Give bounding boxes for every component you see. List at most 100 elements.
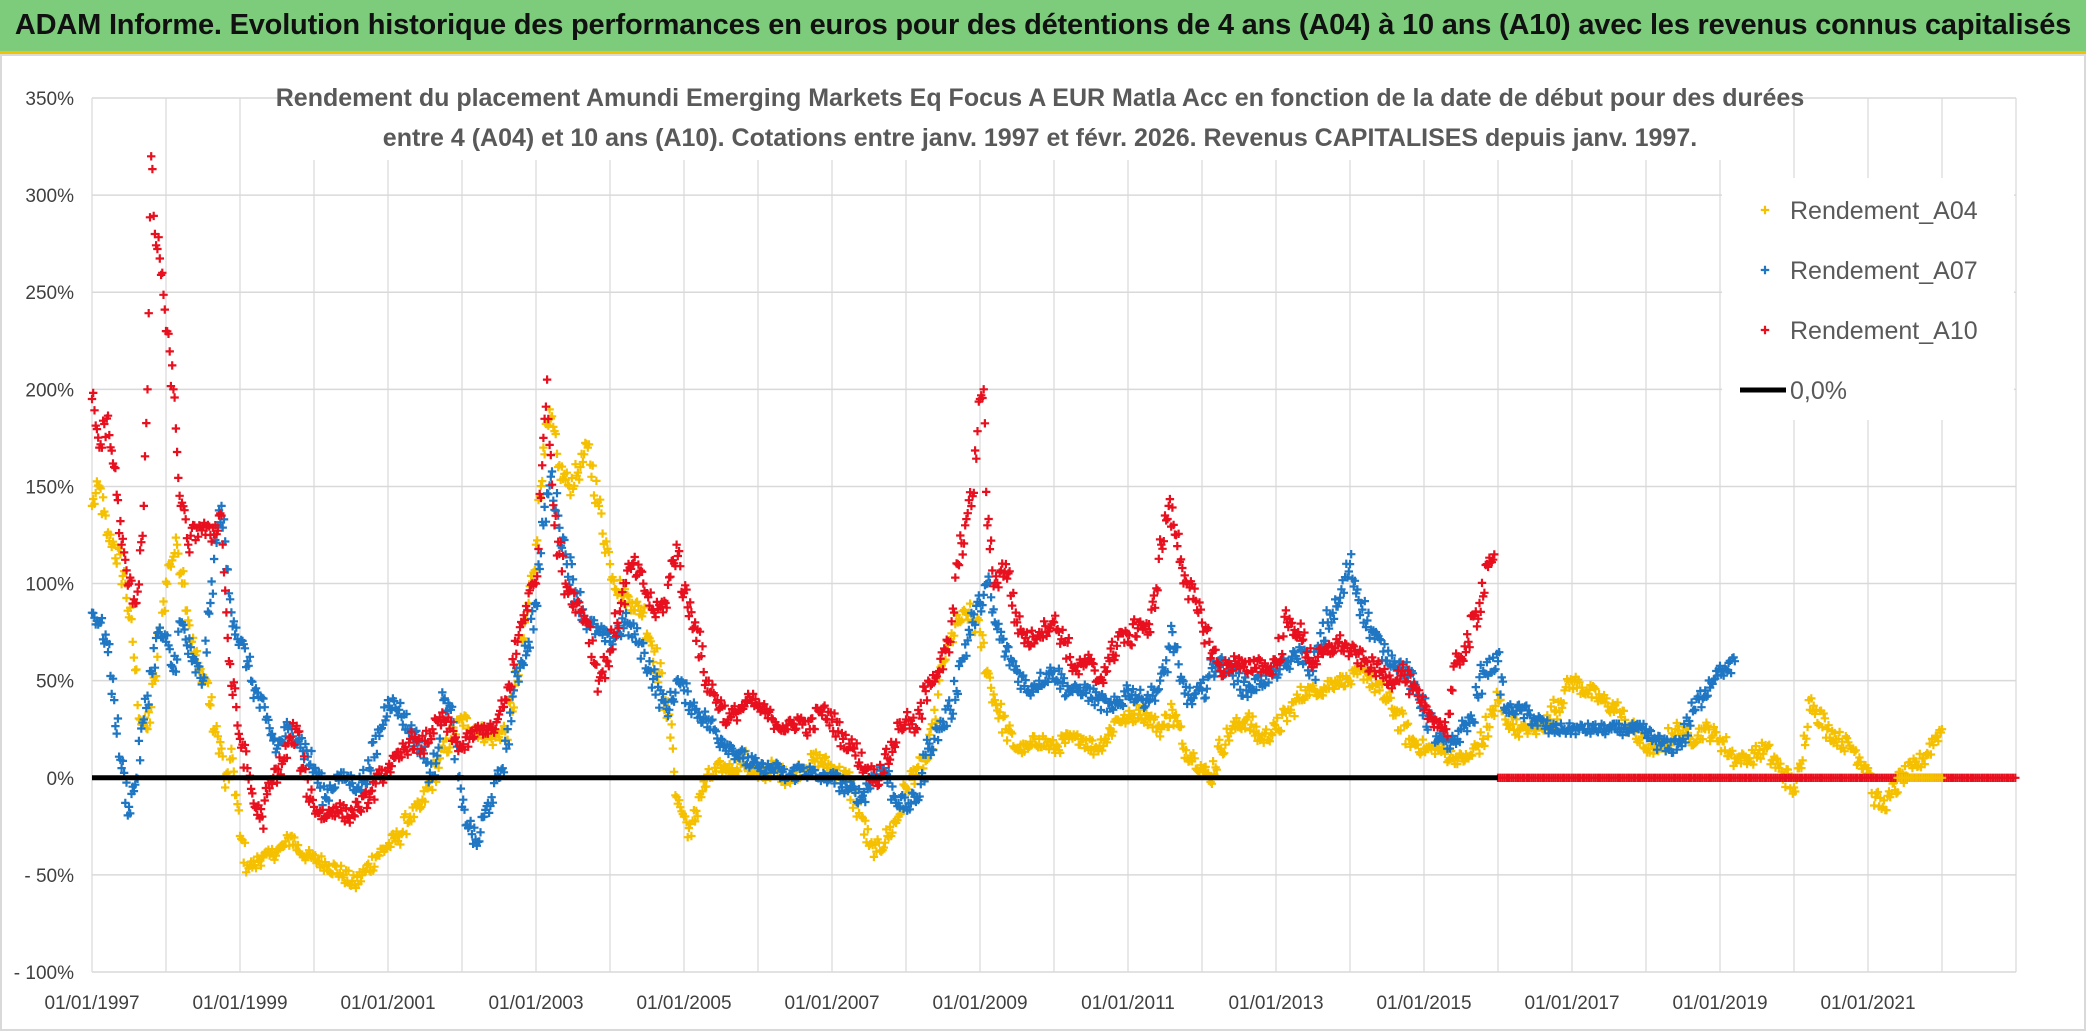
data-point xyxy=(240,838,250,847)
data-point xyxy=(555,523,564,532)
data-point xyxy=(914,762,923,772)
data-point xyxy=(1704,725,1714,734)
data-point xyxy=(249,799,258,808)
data-point xyxy=(232,623,241,632)
data-point xyxy=(205,699,214,709)
data-point xyxy=(933,690,943,699)
data-point xyxy=(567,559,576,569)
data-point xyxy=(1021,675,1030,685)
data-point xyxy=(1132,632,1141,641)
data-point xyxy=(137,538,146,547)
data-point xyxy=(371,779,380,788)
data-point xyxy=(716,696,726,705)
data-point xyxy=(1546,702,1556,711)
data-point xyxy=(974,616,983,625)
data-point xyxy=(639,638,648,648)
data-point xyxy=(1756,754,1765,763)
data-point xyxy=(1107,704,1117,713)
data-point xyxy=(1178,675,1187,684)
data-point xyxy=(1164,722,1173,731)
data-point xyxy=(519,660,528,670)
data-point xyxy=(324,796,333,805)
data-point xyxy=(470,732,479,741)
data-point xyxy=(96,484,105,493)
data-point xyxy=(1691,705,1700,715)
data-point xyxy=(1238,691,1247,700)
data-point xyxy=(1043,677,1052,687)
data-point xyxy=(1454,726,1463,736)
data-point xyxy=(1180,571,1189,580)
data-point xyxy=(362,861,372,870)
data-point xyxy=(1305,671,1314,680)
data-point xyxy=(1158,663,1167,672)
data-point xyxy=(353,872,362,882)
data-point xyxy=(996,627,1006,637)
data-point xyxy=(118,571,127,581)
data-point xyxy=(170,393,179,402)
data-point xyxy=(575,475,584,484)
data-point xyxy=(1472,622,1482,631)
data-point xyxy=(498,764,507,773)
data-point xyxy=(625,563,634,572)
data-point xyxy=(621,578,631,588)
data-point xyxy=(723,718,732,727)
data-point xyxy=(163,631,172,640)
x-tick-label: 01/01/2021 xyxy=(1820,993,1915,1014)
data-point xyxy=(135,546,145,555)
data-point xyxy=(182,606,192,615)
data-point xyxy=(888,828,897,837)
data-point xyxy=(344,866,353,875)
data-point xyxy=(148,164,157,174)
y-tick-label: 350% xyxy=(25,89,74,110)
data-point xyxy=(529,625,538,634)
data-point xyxy=(1097,690,1107,699)
data-point xyxy=(1239,662,1249,672)
data-point xyxy=(429,729,438,738)
data-point xyxy=(213,526,222,535)
data-point xyxy=(663,580,673,589)
data-point xyxy=(1480,588,1489,597)
data-point xyxy=(344,813,353,823)
data-point xyxy=(692,806,701,816)
data-point xyxy=(1128,620,1138,629)
data-point xyxy=(885,755,895,764)
data-point xyxy=(1002,736,1012,745)
data-point xyxy=(306,760,315,769)
data-point xyxy=(507,717,516,726)
data-point xyxy=(207,693,216,702)
data-point xyxy=(1027,626,1036,635)
data-point xyxy=(386,768,395,777)
data-point xyxy=(1937,773,1947,782)
data-point xyxy=(848,743,858,753)
data-point xyxy=(700,680,710,690)
data-point xyxy=(1058,678,1067,688)
data-point xyxy=(1882,806,1891,815)
data-point xyxy=(159,597,168,606)
data-point xyxy=(1673,726,1683,735)
y-tick-label: - 50% xyxy=(24,866,74,887)
data-point xyxy=(1020,639,1029,648)
data-point xyxy=(431,759,441,768)
data-point xyxy=(1823,725,1832,734)
data-point xyxy=(1206,653,1215,663)
data-point xyxy=(375,731,384,741)
x-tick-label: 01/01/1997 xyxy=(44,993,139,1014)
data-point xyxy=(438,688,447,697)
data-point xyxy=(111,463,120,473)
data-point xyxy=(364,756,373,765)
data-point xyxy=(1387,684,1397,693)
data-point xyxy=(290,833,299,842)
data-point xyxy=(810,766,819,775)
data-point xyxy=(1532,729,1541,739)
data-point xyxy=(552,449,562,458)
data-point xyxy=(435,734,444,743)
data-point xyxy=(1480,741,1489,751)
data-point xyxy=(121,798,130,808)
data-point xyxy=(454,746,463,756)
data-point xyxy=(343,812,352,821)
data-point xyxy=(978,631,987,640)
data-point xyxy=(503,724,512,734)
data-point xyxy=(468,839,478,848)
data-point xyxy=(967,501,976,511)
data-point xyxy=(570,481,579,491)
